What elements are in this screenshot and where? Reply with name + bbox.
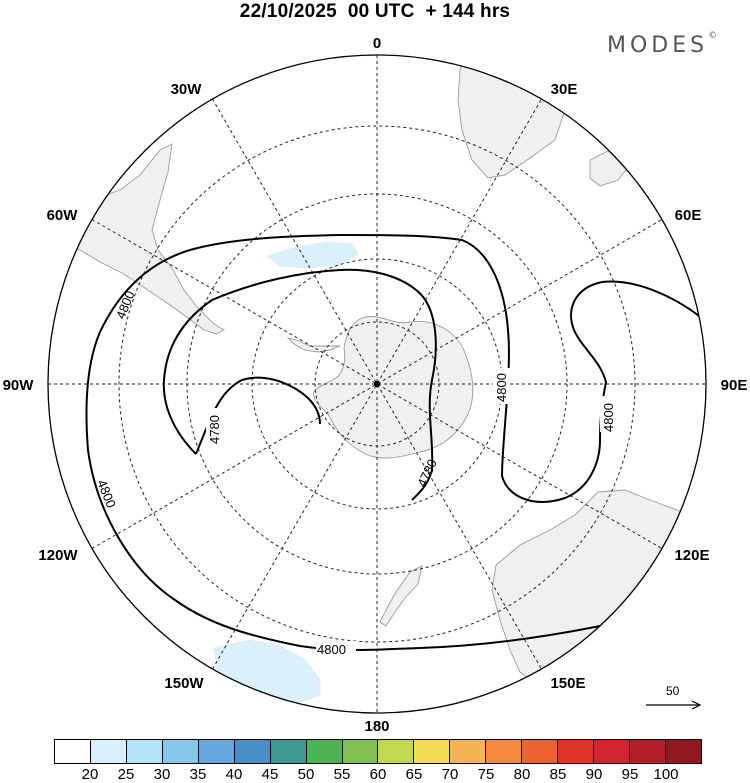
new-zealand-land	[379, 565, 423, 627]
colorbar-cell	[126, 740, 163, 763]
contour-4800-west	[85, 331, 601, 651]
colorbar-cell	[450, 740, 487, 763]
antarctica-land	[313, 316, 474, 459]
colorbar-tick-label: 90	[585, 766, 603, 783]
contour-4800-main	[99, 233, 705, 503]
brand-mark: ©	[708, 31, 718, 41]
contour-4780	[162, 268, 437, 501]
meridian-label-30e: 30E	[551, 81, 578, 98]
colorbar-tick-label: 45	[261, 766, 279, 783]
brand-logo: MODES©	[607, 31, 718, 58]
map-disc	[48, 55, 706, 713]
brand-name: MODES	[607, 33, 709, 58]
colorbar-cell	[55, 740, 91, 763]
meridian-label-0: 0	[373, 35, 381, 52]
colorbar	[54, 739, 702, 764]
colorbar-tick-label: 75	[477, 766, 495, 783]
colorbar-tick-label: 85	[549, 766, 567, 783]
meridian-label-90e: 90E	[721, 377, 748, 394]
meridian-label-120e: 120E	[674, 547, 709, 564]
colorbar-cell	[665, 740, 701, 763]
colorbar-tick-label: 35	[189, 766, 207, 783]
meridian-label-90w: 90W	[3, 377, 35, 394]
colorbar-tick-label: 30	[153, 766, 171, 783]
colorbar-cell	[234, 740, 271, 763]
colorbar-cell	[630, 740, 666, 763]
colorbar-tick-label: 80	[513, 766, 531, 783]
antarctic-peninsula-land	[286, 337, 341, 353]
colorbar-ticks: 20 25 30 35 40 45 50 55 60 65 70 75 80 85 90 95 100	[54, 766, 702, 783]
colorbar-cell	[558, 740, 595, 763]
graticule	[48, 55, 706, 713]
colorbar-cell	[90, 740, 127, 763]
meridian-label-180: 180	[364, 718, 389, 735]
colorbar-cell	[594, 740, 630, 763]
contour-label-4800-east: 4800	[494, 373, 509, 402]
map-title: 22/10/2025 00 UTC + 144 hrs	[239, 1, 511, 22]
colorbar-cell	[270, 740, 307, 763]
colorbar-cell	[522, 740, 559, 763]
wind-shade-drake	[267, 241, 359, 269]
meridian-label-60w: 60W	[47, 207, 79, 224]
colorbar-cell	[306, 740, 343, 763]
contour-label-4800-far-east: 4800	[601, 403, 616, 432]
meridian-label-150e: 150E	[550, 675, 585, 692]
colorbar-tick-label: 100	[653, 766, 679, 783]
colorbar-tick-label: 20	[81, 766, 99, 783]
wind-scale-arrow	[646, 700, 702, 710]
land-masses	[48, 55, 706, 701]
colorbar-tick-label: 95	[621, 766, 639, 783]
wind-shade-pacific	[213, 639, 321, 703]
colorbar-tick-label: 25	[117, 766, 135, 783]
meridian-label-30w: 30W	[171, 81, 203, 98]
contour-label-4800-bottom: 4800	[317, 642, 346, 657]
south-pole-marker	[374, 381, 380, 387]
africa-land	[457, 55, 566, 179]
contour-label-4800-nw: 4800	[113, 289, 138, 321]
colorbar-tick-label: 60	[369, 766, 387, 783]
colorbar-cell	[414, 740, 451, 763]
contour-label-4780-east: 4780	[414, 457, 440, 490]
colorbar-cell	[378, 740, 415, 763]
colorbar-tick-label: 70	[441, 766, 459, 783]
colorbar-tick-label: 65	[405, 766, 423, 783]
meridian-label-120w: 120W	[38, 547, 78, 564]
colorbar-tick-label: 50	[297, 766, 315, 783]
colorbar-cell	[342, 740, 379, 763]
colorbar-cell	[162, 740, 199, 763]
colorbar-cell	[486, 740, 523, 763]
contour-label-4780-west: 4780	[207, 415, 222, 444]
colorbar-cell	[198, 740, 235, 763]
map-boundary	[47, 54, 707, 714]
wind-scale-label: 50	[666, 684, 680, 698]
meridian-labels: 0 30E 60E 90E 120E 150E 180 150W 120W 90…	[3, 35, 748, 735]
colorbar-tick-label: 55	[333, 766, 351, 783]
contour-label-group: 4800 4800 4800 4800 4800 4780 4780	[94, 289, 617, 657]
contour-lines	[85, 233, 705, 651]
wind-shading	[213, 241, 359, 703]
madagascar-land	[589, 149, 631, 187]
meridian-label-150w: 150W	[164, 675, 204, 692]
colorbar-tick-label: 40	[225, 766, 243, 783]
meridian-label-60e: 60E	[675, 207, 702, 224]
